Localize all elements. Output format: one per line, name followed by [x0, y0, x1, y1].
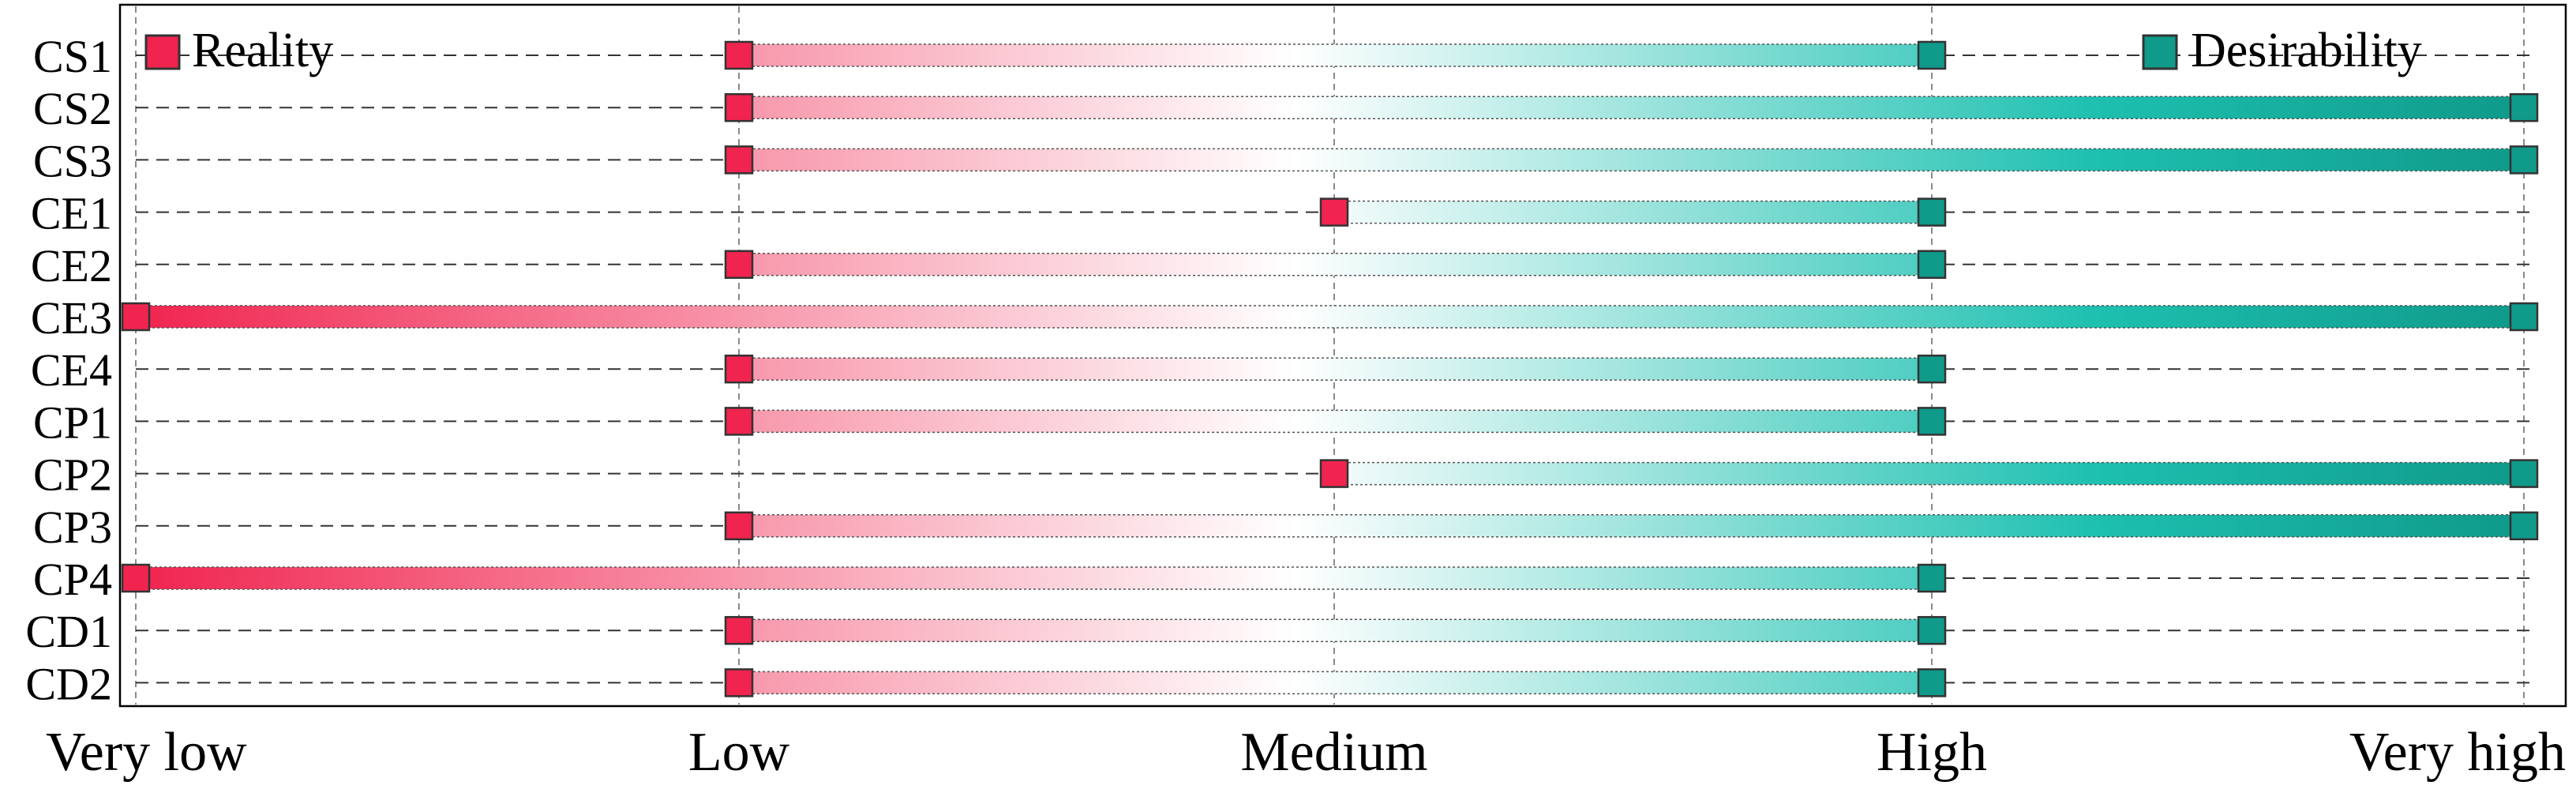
desirability-marker — [1917, 354, 1947, 384]
range-bar — [135, 305, 2525, 329]
x-axis-labels: Very low Low Medium High Very high — [46, 722, 2566, 783]
desirability-marker — [2509, 145, 2539, 175]
desirability-marker — [2509, 459, 2539, 488]
category-label: CD2 — [25, 658, 112, 709]
legend-desirability-marker — [2142, 34, 2178, 70]
reality-marker — [724, 407, 754, 436]
reality-marker — [724, 250, 754, 280]
level-tick-label: Very high — [2349, 722, 2566, 783]
legend-reality-marker — [144, 34, 181, 70]
category-label: CE4 — [31, 344, 112, 396]
range-bar — [738, 618, 1933, 642]
category-label: CS2 — [33, 83, 112, 134]
category-label: CS1 — [33, 31, 112, 82]
reality-marker — [121, 563, 151, 593]
range-bar — [738, 357, 1933, 381]
desirability-marker — [1917, 40, 1947, 70]
range-bar — [135, 566, 1933, 590]
desirability-marker — [1917, 615, 1947, 645]
range-bar — [738, 409, 1933, 434]
category-label: CS3 — [33, 135, 112, 186]
range-bar — [738, 43, 1933, 67]
legend: Reality Desirability — [144, 24, 2422, 77]
desirability-marker — [1917, 197, 1947, 227]
category-label: CP4 — [33, 554, 112, 605]
level-tick-label: Very low — [46, 722, 247, 783]
desirability-marker — [2509, 511, 2539, 541]
reality-marker — [1319, 459, 1349, 488]
legend-desirability-label: Desirability — [2191, 24, 2422, 77]
reality-marker — [121, 302, 151, 332]
desirability-marker — [2509, 302, 2539, 332]
marker-layer — [121, 40, 2539, 697]
range-bar — [738, 671, 1933, 695]
reality-marker — [724, 615, 754, 645]
desirability-marker — [1917, 563, 1947, 593]
range-bar — [738, 514, 2525, 538]
range-bar — [738, 96, 2525, 119]
level-tick-label: Medium — [1240, 722, 1427, 783]
desirability-marker — [1917, 407, 1947, 436]
category-label: CE1 — [31, 188, 112, 239]
category-label: CE3 — [31, 292, 112, 344]
reality-marker — [724, 145, 754, 175]
range-bar — [738, 148, 2525, 172]
desirability-marker — [2509, 92, 2539, 122]
range-bar — [738, 253, 1933, 276]
reality-marker — [724, 92, 754, 122]
category-label: CE2 — [31, 240, 112, 291]
range-bar — [1333, 200, 1933, 224]
bars-layer — [135, 43, 2525, 695]
plot-area-frame — [118, 3, 2567, 708]
category-label: CP3 — [33, 502, 112, 553]
reality-marker — [724, 668, 754, 697]
reality-marker — [724, 511, 754, 541]
range-bar — [1333, 461, 2525, 486]
level-tick-label: Low — [688, 722, 790, 783]
category-label: CP1 — [33, 396, 112, 448]
desirability-marker — [1917, 250, 1947, 280]
category-label: CD1 — [25, 606, 112, 657]
category-label: CP2 — [33, 449, 112, 501]
reality-marker — [724, 40, 754, 70]
desirability-marker — [1917, 668, 1947, 697]
level-tick-label: High — [1877, 722, 1987, 783]
reality-marker — [724, 354, 754, 384]
legend-reality-label: Reality — [192, 24, 333, 77]
reality-marker — [1319, 197, 1349, 227]
